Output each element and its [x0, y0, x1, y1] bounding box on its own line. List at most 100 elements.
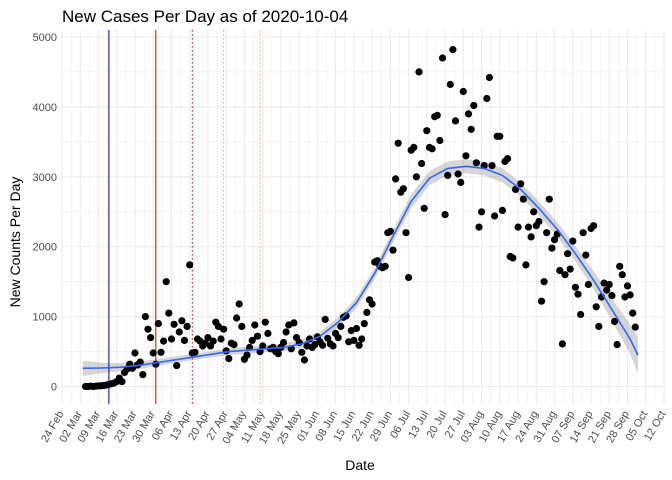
data-point — [491, 212, 499, 220]
data-point — [571, 283, 580, 291]
data-point — [131, 349, 139, 357]
data-point — [579, 229, 587, 237]
data-point — [220, 325, 228, 333]
data-point — [556, 266, 564, 275]
data-point — [154, 320, 162, 328]
data-point — [584, 280, 593, 289]
data-point — [170, 320, 178, 328]
data-point — [618, 271, 626, 279]
data-point — [118, 378, 126, 386]
data-point — [522, 261, 530, 269]
data-point — [147, 334, 155, 342]
data-point — [467, 125, 475, 133]
y-tick-label: 0 — [51, 382, 57, 394]
data-point — [428, 145, 436, 153]
data-point — [415, 68, 423, 76]
data-point — [337, 322, 345, 330]
data-point — [319, 341, 327, 349]
data-point — [420, 204, 428, 212]
data-point — [478, 208, 486, 216]
data-point — [165, 309, 173, 317]
data-point — [355, 341, 363, 349]
data-point — [279, 338, 288, 347]
data-point — [373, 257, 381, 265]
data-point — [217, 335, 225, 343]
data-point — [243, 351, 251, 359]
data-point — [186, 261, 194, 269]
data-point — [496, 132, 504, 140]
data-point — [610, 317, 619, 326]
data-point — [259, 342, 267, 350]
data-point — [157, 348, 165, 356]
data-point — [530, 208, 538, 216]
data-point — [402, 229, 410, 237]
data-point — [595, 322, 603, 330]
data-point — [178, 317, 186, 325]
data-point — [350, 336, 358, 344]
data-point — [352, 324, 361, 333]
data-point — [462, 152, 470, 160]
data-point — [475, 223, 483, 231]
data-point — [141, 313, 149, 321]
data-point — [160, 337, 168, 345]
points-layer — [81, 46, 639, 391]
data-point — [504, 155, 512, 163]
data-point — [564, 250, 572, 258]
data-point — [251, 321, 259, 329]
data-point — [569, 237, 577, 245]
data-point — [381, 262, 389, 270]
data-point — [561, 271, 569, 279]
data-point — [577, 310, 585, 319]
data-point — [282, 328, 290, 336]
data-point — [449, 46, 457, 54]
data-point — [300, 356, 308, 364]
data-point — [558, 340, 567, 348]
data-point — [230, 341, 238, 349]
y-axis-ticks: 0 1000 2000 3000 4000 5000 — [33, 32, 57, 394]
data-point — [261, 318, 269, 326]
data-point — [175, 328, 183, 336]
data-point — [167, 335, 176, 343]
data-point — [483, 94, 491, 103]
y-tick-label: 4000 — [33, 102, 57, 114]
data-point — [605, 280, 613, 289]
data-point — [399, 185, 407, 193]
data-point — [180, 336, 189, 344]
reference-lines-layer — [108, 30, 261, 404]
data-point — [626, 291, 634, 299]
data-point — [324, 334, 332, 342]
minor-gridlines — [62, 30, 664, 404]
data-point — [488, 162, 496, 170]
data-point — [433, 111, 441, 119]
data-point — [173, 362, 181, 370]
data-point — [616, 262, 624, 270]
data-point — [253, 332, 262, 340]
data-point — [183, 322, 191, 330]
data-point — [438, 54, 447, 62]
data-point — [248, 336, 256, 344]
data-point — [472, 159, 480, 167]
data-point — [517, 180, 525, 188]
data-point — [608, 292, 616, 300]
y-axis-title: New Counts Per Day — [7, 177, 23, 308]
data-point — [543, 229, 551, 237]
data-point — [631, 323, 639, 331]
data-point — [423, 127, 431, 135]
data-point — [204, 334, 212, 342]
data-point — [509, 254, 517, 262]
data-point — [368, 300, 376, 308]
y-tick-label: 3000 — [33, 172, 57, 184]
data-point — [446, 80, 454, 89]
data-point — [441, 211, 449, 219]
y-tick-label: 1000 — [33, 312, 57, 324]
data-point — [162, 278, 170, 286]
data-point — [592, 303, 600, 311]
x-axis-title: Date — [345, 457, 375, 473]
data-point — [457, 178, 465, 186]
data-point — [451, 117, 460, 125]
data-point — [290, 319, 298, 327]
data-point — [358, 335, 366, 343]
data-point — [235, 300, 243, 308]
